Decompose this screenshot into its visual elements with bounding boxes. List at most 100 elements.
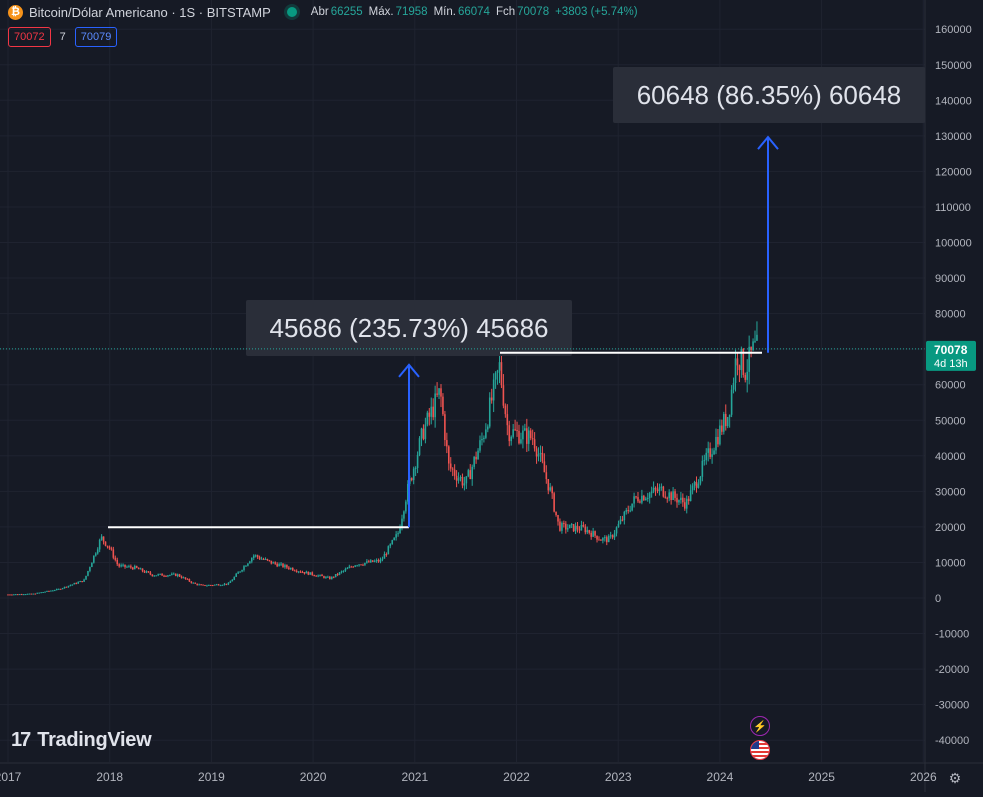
candle-body xyxy=(305,571,308,574)
candle-body xyxy=(586,530,589,533)
candle-body xyxy=(709,448,711,457)
candle-body xyxy=(217,584,220,586)
y-tick-label: 100000 xyxy=(935,238,972,250)
tradingview-wordmark: TradingView xyxy=(37,729,152,751)
candle-body xyxy=(36,592,39,594)
candle-body xyxy=(754,340,756,342)
candle-body xyxy=(459,477,462,479)
candle-body xyxy=(161,573,163,576)
low-value: 66074 xyxy=(457,6,490,18)
candle-body xyxy=(26,593,29,595)
candle-body xyxy=(752,341,754,351)
candle-body xyxy=(354,565,356,567)
candle-body xyxy=(666,497,669,499)
candle-body xyxy=(565,523,567,530)
price-badge-countdown: 4d 13h xyxy=(934,358,968,370)
candle-body xyxy=(264,558,267,560)
candle-body xyxy=(502,385,505,406)
candle-body xyxy=(604,537,606,539)
candle-body xyxy=(687,498,690,501)
candle-body xyxy=(566,528,569,530)
candle-body xyxy=(383,554,386,559)
candle-body xyxy=(124,564,126,567)
candle-body xyxy=(539,452,542,455)
candle-body xyxy=(726,417,729,427)
candle-body xyxy=(477,450,479,460)
candle-body xyxy=(699,476,702,484)
candle-body xyxy=(233,576,236,580)
candle-body xyxy=(668,492,670,499)
candle-body xyxy=(196,583,198,585)
candle-body xyxy=(128,566,130,568)
symbol-legend[interactable]: ₿ Bitcoin/Dólar Americano · 1S · BITSTAM… xyxy=(8,3,644,21)
candle-body xyxy=(63,586,66,589)
candle-body xyxy=(186,578,189,580)
lightning-icon[interactable]: ⚡ xyxy=(750,716,770,736)
candle-body xyxy=(623,511,626,521)
candle-body xyxy=(290,568,292,570)
candle-body xyxy=(118,564,120,567)
candle-body xyxy=(377,559,380,562)
candle-body xyxy=(91,562,93,568)
measure-tools[interactable]: 45686 (235.73%) 45686 60648 (86.35%) 6064… xyxy=(108,67,925,529)
candle-body xyxy=(732,382,735,390)
candle-body xyxy=(572,524,575,532)
measure-label-box[interactable] xyxy=(246,300,572,356)
candle-body xyxy=(434,393,436,418)
gear-icon[interactable]: ⚙ xyxy=(948,769,962,786)
candle-body xyxy=(594,531,596,536)
tradingview-logo[interactable]: 17 TradingView xyxy=(11,729,152,752)
candle-body xyxy=(375,559,378,561)
candle-body xyxy=(522,430,524,440)
candle-body xyxy=(274,562,277,564)
measure-label-box[interactable] xyxy=(613,67,925,123)
candle-body xyxy=(200,584,202,586)
candle-body xyxy=(457,478,460,481)
x-tick-label: 2021 xyxy=(401,770,428,784)
candle-body xyxy=(169,574,171,576)
candle-body xyxy=(442,396,444,415)
us-flag-icon[interactable] xyxy=(750,740,770,760)
candle-body xyxy=(139,568,142,570)
sell-price-button[interactable]: 70072 xyxy=(8,27,51,47)
candle-body xyxy=(430,406,433,417)
candle-body xyxy=(77,582,80,584)
candle-body xyxy=(373,560,376,562)
candle-body xyxy=(473,456,475,467)
candle-body xyxy=(352,566,355,568)
candle-body xyxy=(410,478,413,481)
candle-body xyxy=(350,566,353,568)
candle-body xyxy=(615,527,618,534)
close-label: Fch xyxy=(495,6,516,18)
candle-body xyxy=(243,566,245,571)
buy-price-button[interactable]: 70079 xyxy=(74,27,118,47)
candle-body xyxy=(20,594,23,596)
candle-body xyxy=(728,414,731,418)
x-tick-label: 2022 xyxy=(503,770,530,784)
candle-body xyxy=(157,574,159,576)
symbol-title[interactable]: Bitcoin/Dólar Americano · 1S · BITSTAMP xyxy=(29,4,271,20)
measure-label: 45686 (235.73%) 45686 xyxy=(269,313,548,343)
open-label: Abr xyxy=(310,6,329,18)
candle-body xyxy=(268,560,271,562)
candle-body xyxy=(736,358,739,366)
candle-body xyxy=(360,564,362,566)
candle-body xyxy=(428,412,431,417)
price-axis[interactable]: 160000 150000 140000 130000 120000 110000 1000… xyxy=(924,0,976,792)
candle-body xyxy=(514,429,516,431)
candle-body xyxy=(293,570,296,572)
candle-body xyxy=(18,594,21,596)
candle-body xyxy=(94,553,97,556)
candle-body xyxy=(22,594,25,596)
candle-body xyxy=(471,466,473,480)
candle-body xyxy=(561,523,563,531)
candle-body xyxy=(510,436,513,442)
candle-body xyxy=(592,531,594,537)
time-axis[interactable]: 2017 2018 2019 2020 2021 2022 2023 2024 2025 2026 xyxy=(0,762,983,784)
candle-body xyxy=(559,521,561,531)
candle-body xyxy=(122,564,124,566)
candle-body xyxy=(106,545,109,547)
